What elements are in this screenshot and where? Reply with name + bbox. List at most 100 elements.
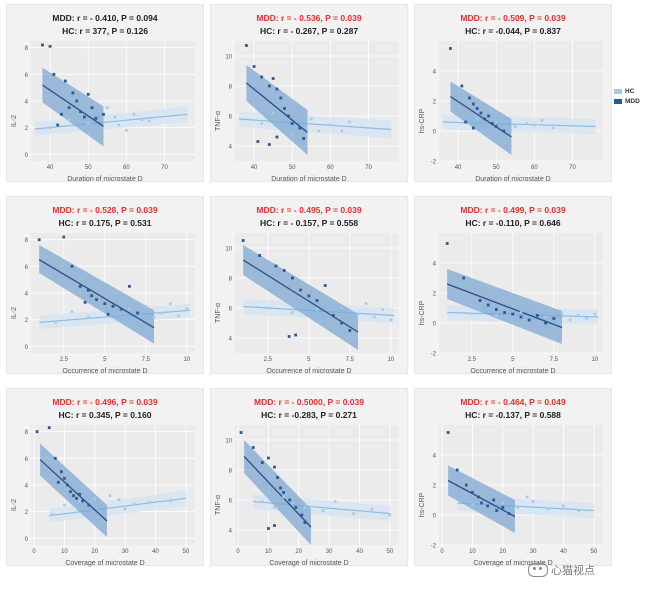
- x-tick-label: 50: [387, 549, 394, 555]
- stat-hc: HC: r = 0.175, P = 0.531: [58, 218, 152, 228]
- x-tick-label: 40: [455, 165, 462, 171]
- mdd-point: [527, 318, 531, 322]
- hc-point: [540, 119, 544, 122]
- x-tick-label: 40: [356, 549, 363, 555]
- mdd-point: [507, 512, 511, 515]
- x-tick-label: 50: [183, 549, 190, 555]
- stat-hc: HC: r = 377, P = 0.126: [62, 26, 148, 36]
- mdd-point: [282, 269, 286, 272]
- stat-hc: HC: r = -0.283, P = 0.271: [261, 410, 357, 420]
- hc-point: [144, 305, 148, 308]
- mdd-point: [274, 264, 278, 268]
- x-tick-label: 70: [365, 165, 372, 171]
- mdd-point: [501, 506, 505, 509]
- chart-panel-2: 4 6 8 10 40 50 60 70 MDD: r = - 0.536, P = 0.039…: [210, 4, 408, 183]
- x-tick-label: 10: [183, 357, 190, 363]
- y-axis-label: hs-CRP: [419, 300, 426, 326]
- x-tick-label: 0: [440, 549, 444, 555]
- mdd-point: [552, 317, 556, 320]
- mdd-point: [348, 329, 352, 332]
- mdd-point: [299, 288, 302, 292]
- mdd-point: [82, 115, 86, 119]
- mdd-fit-line: [42, 84, 104, 127]
- y-axis-label: hs-CRP: [419, 492, 426, 518]
- y-tick-label: 0: [25, 345, 29, 351]
- chart-panel-3: -2 0 2 4 40 50 60 70 MDD: r = - 0.509, P = 0.039…: [414, 4, 612, 183]
- legend-item-mdd: MDD: [614, 98, 640, 105]
- mdd-point: [239, 431, 243, 434]
- mdd-point: [241, 239, 245, 242]
- chart-panel-9: -2 0 2 4 0 10 20 30 40 50 MDD: r = - 0.464, P = 0.…: [414, 388, 612, 567]
- stat-mdd: MDD: r = - 0.5000, P = 0.039: [254, 397, 364, 407]
- mdd-point: [486, 504, 489, 508]
- mdd-point: [273, 465, 276, 469]
- hc-point: [113, 115, 117, 119]
- x-tick-label: 5: [103, 357, 107, 363]
- chart-panel-8: 4 6 8 10 0 10 20 30 40 50 MDD: r = - 0.5000, P = 0…: [210, 388, 408, 567]
- chart-svg-6: -2 0 2 4 2.5 5 7.5 10: [431, 233, 603, 363]
- y-tick-label: 8: [25, 46, 29, 52]
- mdd-point: [544, 321, 547, 325]
- y-tick-label: 2: [25, 126, 29, 132]
- mdd-point: [290, 122, 294, 125]
- x-tick-label: 5: [307, 357, 311, 363]
- x-tick-label: 10: [265, 549, 272, 555]
- stat-hc: HC: r = 0.345, P = 0.160: [58, 410, 152, 420]
- mdd-point: [47, 426, 51, 430]
- mdd-point: [464, 120, 468, 124]
- hc-point: [552, 126, 555, 130]
- mdd-point: [260, 461, 264, 464]
- stat-hc: HC: r = - 0.267, P = 0.287: [259, 26, 359, 36]
- hc-point: [169, 499, 173, 503]
- x-tick-label: 20: [91, 549, 98, 555]
- hc-point: [132, 502, 136, 505]
- y-tick-label: 4: [433, 70, 437, 76]
- mdd-point: [477, 495, 480, 499]
- stat-mdd: MDD: r = - 0.528, P = 0.039: [52, 205, 158, 215]
- hc-point: [117, 498, 121, 501]
- y-tick-label: 2: [433, 100, 437, 106]
- stat-hc: HC: r = - 0.157, P = 0.558: [259, 218, 359, 228]
- mdd-point: [300, 513, 304, 517]
- x-tick-label: 10: [469, 549, 476, 555]
- x-tick-label: 50: [289, 165, 296, 171]
- mdd-point: [315, 299, 319, 302]
- y-tick-label: 4: [25, 484, 29, 490]
- legend: HC MDD: [614, 88, 640, 108]
- mdd-point: [79, 110, 82, 114]
- y-tick-label: 4: [229, 337, 233, 343]
- y-tick-label: 4: [229, 145, 233, 151]
- hc-point: [333, 500, 337, 503]
- y-tick-label: 0: [25, 153, 29, 159]
- mdd-point: [483, 117, 487, 121]
- x-axis-label: Duration of microstate D: [271, 176, 347, 183]
- mdd-point: [449, 47, 452, 50]
- legend-swatch-mdd: [614, 99, 622, 104]
- mdd-point: [69, 490, 72, 494]
- stat-mdd: MDD: r = - 0.464, P = 0.049: [460, 397, 566, 407]
- y-tick-label: 6: [229, 307, 233, 313]
- mdd-fit-line: [446, 283, 563, 329]
- y-tick-label: 2: [25, 510, 29, 516]
- mdd-point: [60, 112, 63, 116]
- mdd-point: [78, 492, 81, 496]
- hc-point: [525, 495, 529, 499]
- hc-point: [577, 314, 580, 317]
- x-tick-label: 0: [32, 549, 36, 555]
- mdd-fit-line: [38, 259, 155, 329]
- chart-svg-7: 0 2 4 6 8 0 10 20 30 40 50: [25, 425, 195, 555]
- mdd-point: [298, 126, 302, 130]
- x-axis-label: Coverage of microstate D: [269, 560, 349, 567]
- y-tick-label: 2: [433, 484, 437, 490]
- legend-item-hc: HC: [614, 88, 640, 95]
- mdd-point: [275, 135, 279, 139]
- mdd-point: [86, 92, 90, 96]
- mdd-point: [536, 314, 539, 317]
- mdd-point: [260, 75, 264, 79]
- chart-panel-5: 4 6 8 10 2.5 5 7.5 10 MDD: r = - 0.495, P = 0.03…: [210, 196, 408, 375]
- mdd-point: [323, 284, 327, 287]
- mdd-point: [67, 106, 71, 110]
- stat-mdd: MDD: r = - 0.536, P = 0.039: [256, 13, 362, 23]
- hc-point: [568, 318, 572, 322]
